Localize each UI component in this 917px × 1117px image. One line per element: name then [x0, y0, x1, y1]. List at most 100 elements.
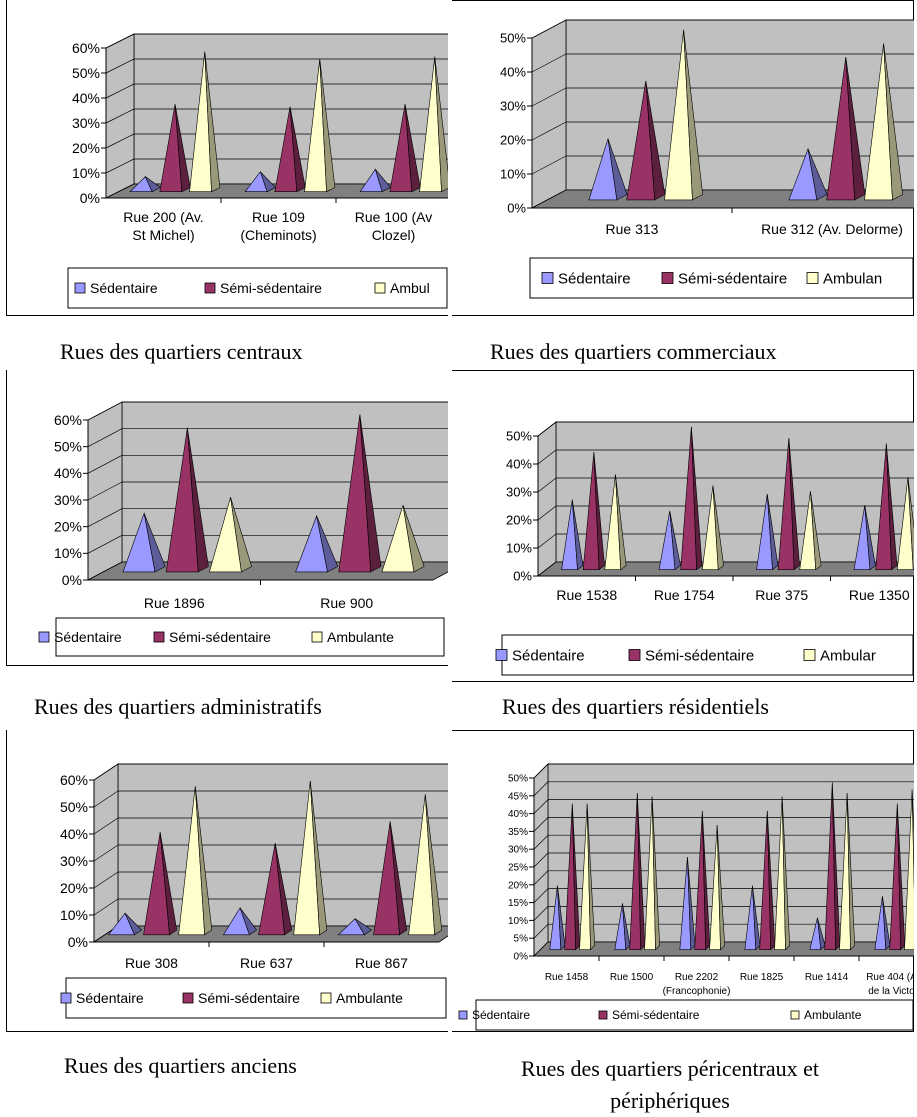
legend-swatch-2 [320, 992, 332, 1004]
bar-side-residentiels-2-0 [615, 474, 627, 571]
bar-side-commerciaux-2-0 [683, 29, 704, 201]
legend-label-1: Sémi-sédentaire [678, 270, 787, 287]
legend-swatch-1 [628, 649, 641, 661]
legend-swatch-0 [60, 992, 72, 1004]
chart-panel-commerciaux: 0% 10% 20% 30% 40% 50% Rue 313 Rue 312 (Av. Del… [452, 0, 914, 316]
y-tick-label: 35% [508, 827, 528, 838]
legend-label-2: Ambulante [804, 1008, 862, 1022]
bar-side-pericentraux-1-0 [571, 803, 581, 951]
x-category-label: Rue 1896 [144, 595, 205, 611]
caption-administratifs: Rues des quartiers administratifs [34, 694, 322, 719]
gridline-side [533, 763, 549, 779]
y-tick-label: 40% [508, 809, 528, 820]
bar-side-anciens-2-1 [309, 780, 328, 936]
chart-commerciaux: 0% 10% 20% 30% 40% 50% Rue 313 Rue 312 (Av. Del… [452, 0, 914, 316]
legend-label-0: Sédentaire [558, 270, 631, 287]
plot-side-wall [531, 19, 567, 209]
chart-panel-pericentraux: 0% 5% 10% 15% 20% 25% 30% 35% 40% 45% 50% Rue 1458 R… [452, 730, 914, 1032]
chart-pericentraux: 0% 5% 10% 15% 20% 25% 30% 35% 40% 45% 50% Rue 1458 R… [452, 730, 914, 1032]
chart-administratifs: 0% 10% 20% 30% 40% 50% 60% Rue 1896 Rue 900 Séden… [6, 370, 448, 666]
bar-side-commerciaux-1-1 [845, 57, 866, 201]
y-tick-label: 60% [72, 40, 100, 56]
x-category-label: Rue 109 [252, 209, 305, 225]
bar-side-residentiels-1-1 [691, 426, 703, 571]
y-tick-label: 10% [72, 165, 100, 181]
bar-side-commerciaux-0-0 [607, 138, 628, 201]
legend-swatch-0 [38, 631, 50, 643]
bar-side-anciens-0-2 [354, 918, 373, 936]
legend-label-2: Ambul [390, 280, 430, 296]
legend-label-0: Sédentaire [54, 629, 122, 645]
bar-side-pericentraux-0-0 [557, 885, 566, 951]
y-tick-label: 10% [506, 541, 532, 556]
gridline-side [93, 817, 119, 835]
legend-label-1: Sémi-sédentaire [169, 629, 271, 645]
gridline-side [533, 834, 549, 850]
bar-side-centraux-2-0 [204, 51, 221, 193]
bar-side-pericentraux-0-1 [622, 903, 631, 951]
x-category-label: Rue 200 (Av. [123, 209, 203, 225]
gridline-side [533, 817, 549, 832]
legend-label-2: Ambular [820, 647, 876, 664]
gridline-side [105, 133, 135, 149]
y-tick-label: 40% [72, 90, 100, 106]
x-category-label: (Francophonie) [663, 986, 731, 997]
bar-side-residentiels-1-0 [593, 452, 605, 571]
caption-centraux: Rues des quartiers centraux [60, 339, 303, 364]
y-tick-label: 50% [60, 799, 88, 815]
gridline-side [533, 852, 549, 868]
bar-side-pericentraux-1-3 [766, 810, 776, 951]
legend-box [529, 257, 914, 299]
bar-side-pericentraux-0-5 [882, 896, 891, 951]
legend-swatch-1 [204, 282, 216, 294]
y-tick-label: 15% [508, 898, 528, 909]
legend-swatch-1 [661, 272, 674, 284]
legend-box [501, 634, 914, 676]
gridline-side [533, 888, 549, 903]
bar-side-pericentraux-1-1 [636, 793, 646, 951]
bar-side-anciens-1-0 [159, 832, 178, 936]
y-tick-label: 50% [506, 429, 532, 444]
gridline-side [93, 844, 119, 862]
gridline-side [87, 508, 123, 527]
y-tick-label: 40% [60, 826, 88, 842]
y-tick-label: 20% [72, 140, 100, 156]
bar-side-administratifs-2-0 [230, 497, 253, 573]
y-tick-label: 30% [508, 845, 528, 856]
x-category-label: Rue 313 [606, 221, 659, 237]
legend-swatch-1 [153, 631, 165, 643]
legend-label-1: Sémi-sédentaire [198, 990, 300, 1006]
bar-side-residentiels-2-2 [810, 491, 822, 571]
bar-side-administratifs-2-1 [402, 505, 425, 573]
legend-label-1: Sémi-sédentaire [220, 280, 322, 296]
bar-side-residentiels-0-0 [571, 499, 584, 571]
gridline-side [105, 158, 135, 174]
y-tick-label: 60% [60, 772, 88, 788]
y-tick-label: 50% [54, 439, 82, 455]
y-tick-label: 20% [506, 513, 532, 528]
bar-side-pericentraux-2-1 [651, 796, 661, 951]
bar-side-pericentraux-1-5 [896, 803, 906, 951]
bar-side-pericentraux-0-2 [687, 857, 696, 951]
y-tick-label: 10% [54, 545, 82, 561]
bar-side-pericentraux-1-2 [701, 810, 711, 951]
gridline-side [87, 428, 123, 447]
x-category-label: Rue 100 (Av [355, 209, 433, 225]
x-category-label: Rue 308 [125, 955, 178, 971]
y-tick-label: 20% [500, 133, 526, 148]
caption-commerciaux: Rues des quartiers commerciaux [490, 339, 777, 364]
x-category-label: Rue 1350 [849, 587, 910, 603]
chart-panel-centraux: 0% 10% 20% 30% 40% 50% 60% Rue 200 (Av. St Miche… [6, 0, 448, 316]
bar-side-residentiels-1-3 [886, 443, 898, 571]
bar-side-residentiels-2-3 [907, 477, 914, 571]
y-tick-label: 30% [60, 853, 88, 869]
gridline-side [87, 535, 123, 554]
gridline-side [533, 923, 549, 939]
y-tick-label: 30% [54, 492, 82, 508]
bar-side-commerciaux-1-0 [645, 80, 666, 201]
y-tick-label: 40% [54, 465, 82, 481]
x-category-label: Rue 2202 [675, 972, 719, 983]
x-category-label: Clozel) [372, 227, 416, 243]
x-category-label: Rue 1458 [545, 972, 589, 983]
chart-panel-residentiels: 0% 10% 20% 30% 40% 50% Rue 1538 Rue 1754 Rue 375… [452, 370, 914, 682]
